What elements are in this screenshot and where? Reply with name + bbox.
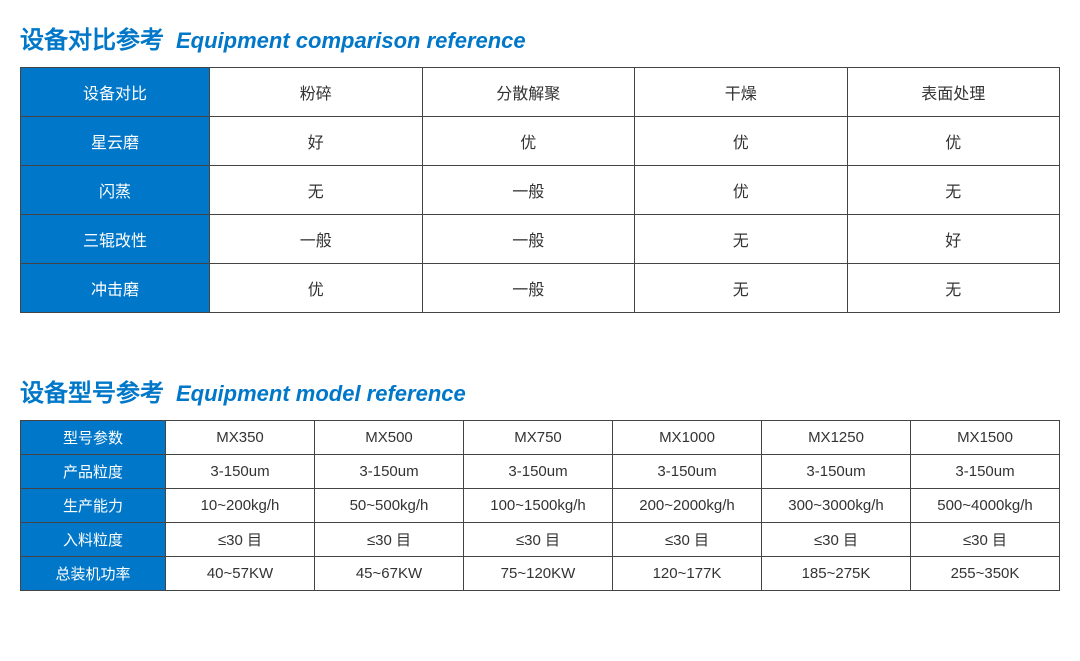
header-cell: MX1250 (762, 421, 911, 455)
cell: 255~350K (911, 557, 1060, 591)
cell: 10~200kg/h (166, 489, 315, 523)
header-cell: MX500 (315, 421, 464, 455)
header-cell: MX1000 (613, 421, 762, 455)
cell: 一般 (422, 166, 635, 215)
cell: 3-150um (464, 455, 613, 489)
cell: ≤30 目 (166, 523, 315, 557)
cell: 3-150um (315, 455, 464, 489)
header-cell: 表面处理 (847, 68, 1060, 117)
cell: 185~275K (762, 557, 911, 591)
section1-title-en: Equipment comparison reference (176, 28, 526, 54)
cell: 45~67KW (315, 557, 464, 591)
cell: 500~4000kg/h (911, 489, 1060, 523)
table-row: 冲击磨 优 一般 无 无 (21, 264, 1060, 313)
cell: 300~3000kg/h (762, 489, 911, 523)
section2-title: 设备型号参考 Equipment model reference (20, 373, 1060, 408)
header-cell: MX750 (464, 421, 613, 455)
cell: 优 (210, 264, 423, 313)
cell: 200~2000kg/h (613, 489, 762, 523)
row-label: 冲击磨 (21, 264, 210, 313)
cell: 优 (635, 117, 848, 166)
cell: 50~500kg/h (315, 489, 464, 523)
table-row: 生产能力 10~200kg/h 50~500kg/h 100~1500kg/h … (21, 489, 1060, 523)
row-label: 产品粒度 (21, 455, 166, 489)
cell: ≤30 目 (464, 523, 613, 557)
header-cell: 干燥 (635, 68, 848, 117)
model-table: 型号参数 MX350 MX500 MX750 MX1000 MX1250 MX1… (20, 420, 1060, 591)
cell: ≤30 目 (613, 523, 762, 557)
cell: 3-150um (762, 455, 911, 489)
header-cell: 分散解聚 (422, 68, 635, 117)
cell: 120~177K (613, 557, 762, 591)
section1-title-cn: 设备对比参考 (20, 20, 164, 55)
cell: 40~57KW (166, 557, 315, 591)
table-row: 型号参数 MX350 MX500 MX750 MX1000 MX1250 MX1… (21, 421, 1060, 455)
header-cell: 设备对比 (21, 68, 210, 117)
section2-title-en: Equipment model reference (176, 381, 466, 407)
cell: 好 (847, 215, 1060, 264)
table-row: 总装机功率 40~57KW 45~67KW 75~120KW 120~177K … (21, 557, 1060, 591)
cell: 3-150um (166, 455, 315, 489)
header-cell: MX1500 (911, 421, 1060, 455)
header-cell: 型号参数 (21, 421, 166, 455)
row-label: 入料粒度 (21, 523, 166, 557)
table-row: 星云磨 好 优 优 优 (21, 117, 1060, 166)
section2-title-cn: 设备型号参考 (20, 373, 164, 408)
cell: 无 (635, 215, 848, 264)
section1-title: 设备对比参考 Equipment comparison reference (20, 20, 1060, 55)
cell: 好 (210, 117, 423, 166)
cell: 无 (635, 264, 848, 313)
row-label: 三辊改性 (21, 215, 210, 264)
row-label: 星云磨 (21, 117, 210, 166)
comparison-table: 设备对比 粉碎 分散解聚 干燥 表面处理 星云磨 好 优 优 优 闪蒸 无 一般… (20, 67, 1060, 313)
cell: 优 (635, 166, 848, 215)
row-label: 总装机功率 (21, 557, 166, 591)
cell: 75~120KW (464, 557, 613, 591)
table-row: 入料粒度 ≤30 目 ≤30 目 ≤30 目 ≤30 目 ≤30 目 ≤30 目 (21, 523, 1060, 557)
cell: 优 (847, 117, 1060, 166)
cell: 优 (422, 117, 635, 166)
cell: ≤30 目 (911, 523, 1060, 557)
cell: ≤30 目 (762, 523, 911, 557)
header-cell: 粉碎 (210, 68, 423, 117)
row-label: 生产能力 (21, 489, 166, 523)
table-row: 产品粒度 3-150um 3-150um 3-150um 3-150um 3-1… (21, 455, 1060, 489)
table-row: 三辊改性 一般 一般 无 好 (21, 215, 1060, 264)
cell: 无 (847, 166, 1060, 215)
cell: 100~1500kg/h (464, 489, 613, 523)
cell: 3-150um (911, 455, 1060, 489)
cell: 无 (210, 166, 423, 215)
cell: 一般 (422, 215, 635, 264)
table-row: 闪蒸 无 一般 优 无 (21, 166, 1060, 215)
cell: 一般 (422, 264, 635, 313)
table-row: 设备对比 粉碎 分散解聚 干燥 表面处理 (21, 68, 1060, 117)
cell: ≤30 目 (315, 523, 464, 557)
cell: 无 (847, 264, 1060, 313)
cell: 一般 (210, 215, 423, 264)
cell: 3-150um (613, 455, 762, 489)
header-cell: MX350 (166, 421, 315, 455)
row-label: 闪蒸 (21, 166, 210, 215)
